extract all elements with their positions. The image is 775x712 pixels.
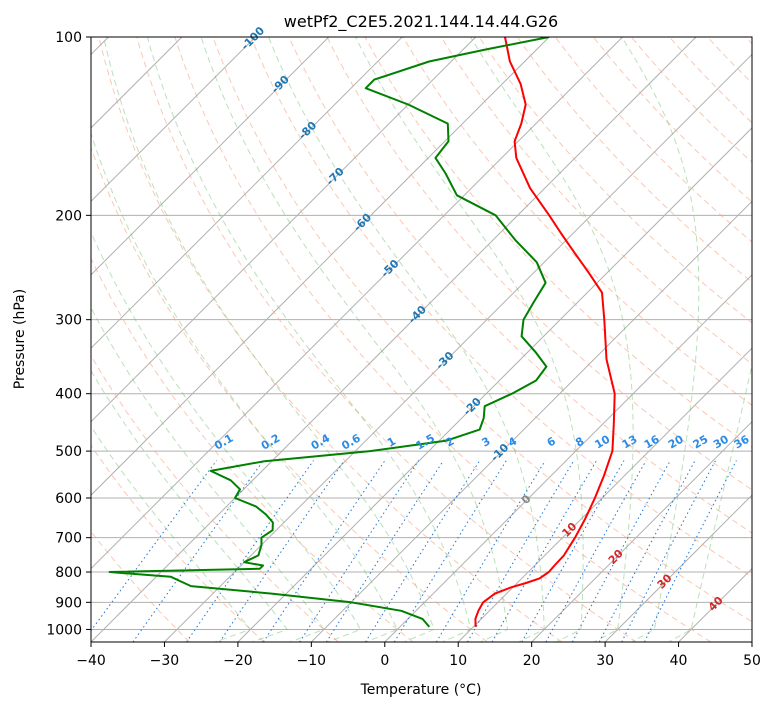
dry-adiabat (327, 37, 775, 642)
y-tick-label: 1000 (46, 622, 82, 638)
mixing-ratio-line (366, 461, 480, 643)
isotherm-line (679, 37, 775, 642)
y-tick-label: 500 (55, 444, 82, 460)
mixing-ratio-line (187, 461, 314, 643)
mixing-ratio-line (572, 461, 670, 643)
isotherm-line (752, 37, 775, 642)
isotherm-label: -80 (296, 119, 319, 142)
isotherm-label: -60 (351, 211, 374, 234)
y-tick-label: 300 (55, 313, 82, 329)
x-tick-label: −20 (223, 653, 253, 669)
mixing-ratio-line (263, 461, 385, 643)
dewpoint-profile (110, 37, 549, 627)
x-tick-label: 10 (449, 653, 467, 669)
x-tick-label: 50 (743, 653, 761, 669)
mixing-ratio-label: 0.6 (339, 431, 363, 452)
y-axis-label: Pressure (hPa) (12, 289, 28, 389)
moist-adiabat (67, 37, 397, 643)
moist-adiabat (471, 37, 634, 643)
mixing-ratio-line (522, 461, 624, 643)
isotherm-line (385, 37, 775, 642)
mixing-ratio-label: 0.1 (212, 432, 235, 453)
moist-adiabat (201, 37, 507, 643)
isotherm-line (0, 37, 255, 642)
dry-adiabat (669, 37, 775, 642)
isotherm-line (532, 37, 775, 642)
isotherm-label: 40 (706, 594, 726, 614)
y-tick-label: 600 (55, 491, 82, 507)
mixing-ratio-label: 0.2 (259, 432, 282, 453)
isotherm-label: -100 (239, 24, 268, 53)
y-tick-label: 800 (55, 565, 82, 581)
isotherm-line (605, 37, 775, 642)
mixing-ratio-line (467, 461, 574, 643)
y-tick-label: 900 (55, 595, 82, 611)
x-axis-label: Temperature (°C) (360, 682, 482, 698)
moist-adiabat (0, 37, 287, 643)
dry-adiabat (631, 37, 775, 642)
isotherm-label: -90 (269, 73, 292, 96)
dry-adiabat (23, 37, 413, 642)
x-tick-label: 30 (596, 653, 614, 669)
dry-adiabat (0, 37, 189, 642)
background-lines (0, 37, 775, 643)
isotherm-label: -40 (406, 303, 429, 326)
isotherm-label: 10 (559, 520, 579, 540)
dry-adiabat (0, 37, 264, 642)
x-tick-label: 40 (670, 653, 688, 669)
mixing-ratio-line (83, 461, 217, 643)
chart-title: wetPf2_C2E5.2021.144.14.44.G26 (284, 12, 558, 32)
isotherm-label: -30 (433, 349, 456, 372)
dry-adiabat (746, 37, 775, 642)
mixing-ratio-label: 3 (480, 435, 493, 450)
isotherm-line (0, 37, 402, 642)
mixing-ratio-line (436, 461, 545, 643)
mixing-ratio-label: 20 (666, 432, 686, 451)
dry-adiabat (517, 37, 775, 642)
mixing-ratio-label: 0.4 (309, 431, 333, 452)
y-tick-label: 200 (55, 208, 82, 224)
mixing-ratio-line (133, 461, 264, 643)
isotherm-label: 30 (655, 571, 675, 591)
mixing-ratio-line (645, 461, 737, 643)
moist-adiabat (8, 37, 324, 643)
isotherm-label: -20 (461, 395, 484, 418)
mixing-ratio-line (300, 461, 419, 643)
mixing-ratio-label: 13 (620, 433, 640, 452)
y-tick-label: 400 (55, 387, 82, 403)
x-tick-label: −30 (150, 653, 180, 669)
x-tick-label: 0 (380, 653, 389, 669)
mixing-ratio-label: 16 (642, 432, 662, 451)
mixing-ratio-label: 1.5 (414, 432, 437, 453)
isotherm-label: -70 (324, 165, 347, 188)
mixing-ratio-line (326, 461, 443, 643)
moist-adiabat (0, 37, 250, 643)
mixing-ratio-label: 2 (443, 435, 456, 450)
plot-frame (91, 37, 752, 642)
moist-adiabat (356, 37, 584, 643)
dry-adiabat (213, 37, 775, 642)
dry-adiabat (441, 37, 775, 642)
y-tick-label: 100 (55, 30, 82, 46)
x-tick-label: −40 (76, 653, 106, 669)
mixing-ratio-label: 30 (711, 432, 731, 451)
isotherm-label: 0 (519, 492, 534, 507)
temperature-profile (475, 37, 614, 627)
mixing-ratio-label: 6 (545, 434, 558, 449)
isotherm-line (164, 37, 769, 642)
isotherm-label: 20 (606, 547, 626, 567)
dry-adiabat (0, 37, 338, 642)
y-tick-label: 700 (55, 531, 82, 547)
dry-adiabat (708, 37, 775, 642)
dry-adiabat (61, 37, 488, 642)
x-tick-label: 20 (523, 653, 541, 669)
dry-adiabat (555, 37, 775, 642)
mixing-ratio-label: 10 (593, 432, 613, 451)
x-tick-label: −10 (297, 653, 327, 669)
